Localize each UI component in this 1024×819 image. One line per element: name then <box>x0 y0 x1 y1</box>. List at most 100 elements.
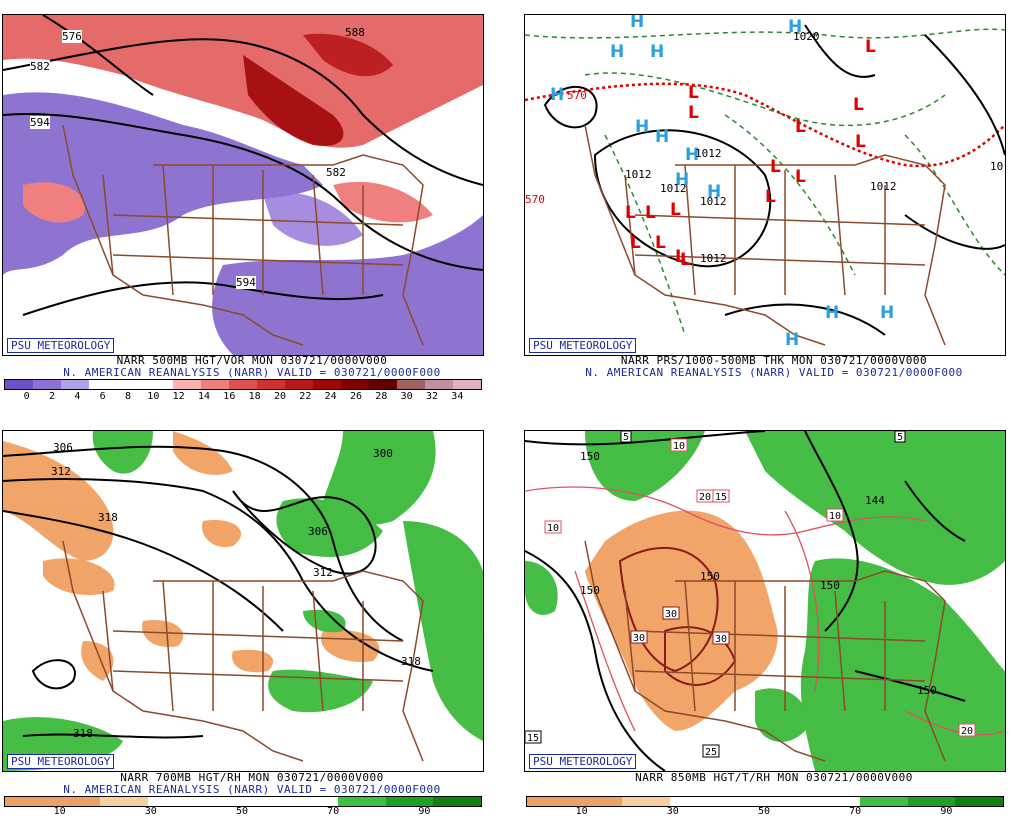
colorbar-tick-label: 70 <box>849 806 862 817</box>
svg-text:L: L <box>680 250 691 270</box>
colorbar-tick-label: 50 <box>757 806 771 817</box>
svg-text:L: L <box>655 233 666 253</box>
colorbar-tick-label: 22 <box>299 391 312 402</box>
isobar-label: 1012 <box>870 180 897 193</box>
panel-700mb-hgt-rh: 306 312 318 300 306 312 318 318 PSU METE… <box>2 430 484 772</box>
height-label: 150 <box>820 579 840 592</box>
temperature-label: 5 <box>897 432 903 443</box>
svg-text:L: L <box>675 247 686 267</box>
colorbar-swatch <box>33 380 61 389</box>
temperature-label: 15 <box>715 492 727 503</box>
svg-text:H: H <box>880 303 894 323</box>
isobar-label: 10 <box>990 160 1003 173</box>
svg-text:L: L <box>765 187 776 207</box>
caption-500mb-valid: N. AMERICAN REANALYSIS (NARR) VALID = 03… <box>63 366 441 379</box>
svg-text:H: H <box>610 42 624 62</box>
colorbar-tick-label: 50 <box>235 806 249 817</box>
colorbar-swatch <box>195 797 243 806</box>
psu-meteorology-badge: PSU METEOROLOGY <box>7 338 115 353</box>
height-label: 150 <box>917 684 937 697</box>
colorbar-swatch <box>860 797 908 806</box>
colorbar-tick-label: 26 <box>349 391 363 402</box>
colorbar-swatch <box>52 797 101 806</box>
colorbar-tick-label: 6 <box>99 391 106 402</box>
caption-prs-title: NARR PRS/1000-500MB THK MON 030721/0000V… <box>620 354 928 367</box>
colorbar-swatch <box>290 797 339 806</box>
pressure-map: H H H H H H H H H H H H H L L L L L L L … <box>525 15 1005 350</box>
svg-text:L: L <box>770 157 781 177</box>
colorbar-tick-label: 32 <box>425 391 439 402</box>
colorbar-tick-label: 4 <box>74 391 81 402</box>
colorbar-tick-label: 18 <box>248 391 261 402</box>
colorbar-swatch <box>812 797 861 806</box>
svg-text:L: L <box>688 103 699 123</box>
isobar-label: 1012 <box>700 252 727 265</box>
colorbar-swatch <box>285 380 313 389</box>
psu-meteorology-badge: PSU METEOROLOGY <box>529 754 637 769</box>
height-label: 582 <box>326 166 346 179</box>
svg-text:H: H <box>655 127 669 147</box>
height-label: 312 <box>313 566 333 579</box>
height-label: 150 <box>580 450 600 463</box>
colorbar-swatch <box>385 797 434 806</box>
isobar-label: 1012 <box>625 168 652 181</box>
thickness-label: 570 <box>567 89 587 102</box>
colorbar-swatch <box>117 380 145 389</box>
svg-text:L: L <box>625 203 636 223</box>
svg-text:L: L <box>630 233 641 253</box>
colorbar-tick-label: 10 <box>53 806 66 817</box>
caption-500mb-title: NARR 500MB HGT/VOR MON 030721/0000V000 <box>116 354 388 367</box>
caption-700mb-valid: N. AMERICAN REANALYSIS (NARR) VALID = 03… <box>63 783 441 796</box>
colorbar-tick-label: 14 <box>197 391 211 402</box>
svg-text:H: H <box>550 85 564 105</box>
colorbar-swatch <box>201 380 229 389</box>
svg-text:H: H <box>788 17 802 37</box>
panel-500mb-hgt-vor: PSU METEOROLOGY <box>2 14 484 356</box>
colorbar-rh-700 <box>4 796 482 807</box>
caption-700mb-title: NARR 700MB HGT/RH MON 030721/0000V000 <box>120 771 384 784</box>
colorbar-swatch <box>907 797 956 806</box>
panel-850mb-hgt-t-rh: 150 144 150 150 150 150 30 30 30 20 10 1… <box>524 430 1006 772</box>
isobar-label: 1012 <box>695 147 722 160</box>
low-pressure-symbols: L L L L L L L L L L L L L L L L <box>625 37 876 270</box>
temperature-label: 30 <box>715 634 727 645</box>
colorbar-tick-label: 30 <box>144 806 157 817</box>
colorbar-swatch <box>100 797 148 806</box>
colorbar-tick-label: 16 <box>223 391 236 402</box>
colorbar-tick-label: 30 <box>400 391 413 402</box>
height-label: 318 <box>73 727 93 740</box>
temperature-label: 15 <box>527 733 539 744</box>
colorbar-swatch <box>5 797 53 806</box>
svg-text:H: H <box>630 15 644 32</box>
temperature-label: 10 <box>829 511 841 522</box>
svg-text:H: H <box>635 117 649 137</box>
rh-850-map: 150 144 150 150 150 150 30 30 30 20 10 1… <box>525 431 1005 771</box>
colorbar-tick-label: 10 <box>575 806 588 817</box>
colorbar-swatch <box>433 797 481 806</box>
psu-meteorology-badge: PSU METEOROLOGY <box>529 338 637 353</box>
caption-850mb-title: NARR 850MB HGT/T/RH MON 030721/0000V000 <box>635 771 913 784</box>
svg-text:L: L <box>688 83 699 103</box>
colorbar-swatch <box>527 797 575 806</box>
colorbar-swatch <box>425 380 453 389</box>
temperature-label: 20 <box>699 492 711 503</box>
colorbar-tick-label: 34 <box>451 391 464 402</box>
svg-text:L: L <box>645 203 656 223</box>
temperature-label: 30 <box>633 633 645 644</box>
height-label: 594 <box>236 276 256 289</box>
temperature-label: 25 <box>705 747 717 758</box>
svg-text:H: H <box>685 145 699 165</box>
colorbar-swatch <box>313 380 341 389</box>
temperature-label: 5 <box>623 432 629 443</box>
colorbar-swatch <box>173 380 201 389</box>
panel-prs-thickness: H H H H H H H H H H H H H L L L L L L L … <box>524 14 1006 356</box>
colorbar-tick-label: 0 <box>23 391 30 402</box>
colorbar-swatch <box>397 380 425 389</box>
colorbar-tick-label: 10 <box>147 391 160 402</box>
colorbar-swatch <box>955 797 1003 806</box>
isobar-label: 1020 <box>793 30 820 43</box>
temperature-label: 10 <box>673 441 685 452</box>
colorbar-tick-label: 2 <box>48 391 56 402</box>
height-label: 318 <box>401 655 421 668</box>
vorticity-map <box>3 15 483 355</box>
